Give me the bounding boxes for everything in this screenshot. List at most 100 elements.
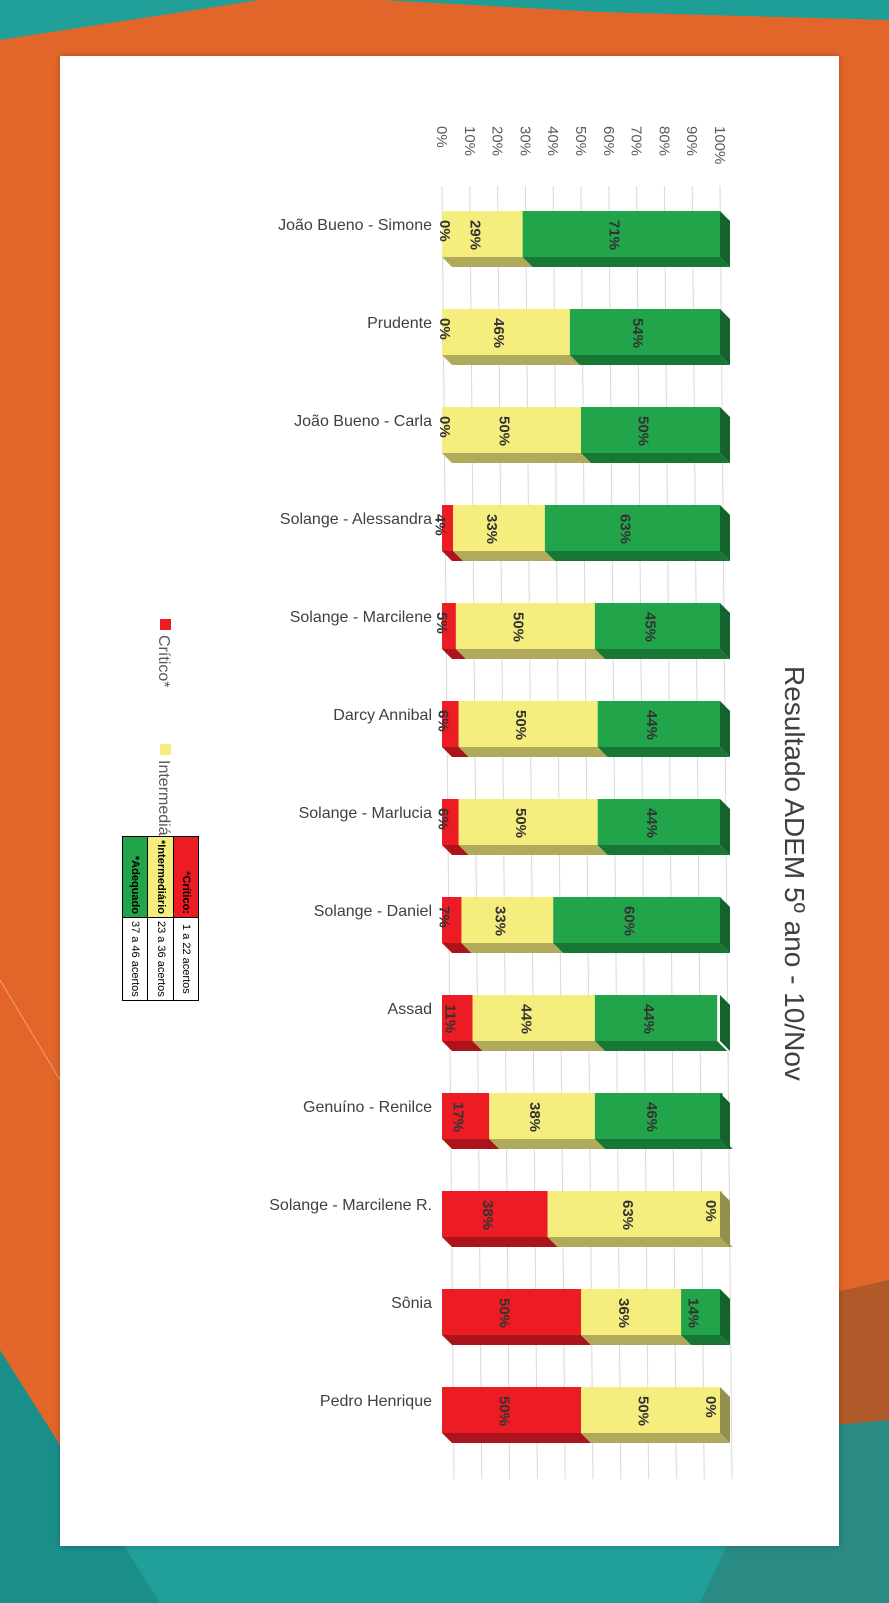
bar-segment-side bbox=[597, 845, 730, 855]
bar-segment bbox=[547, 1191, 723, 1237]
value-tick-label: 90% bbox=[683, 126, 700, 156]
category-label: Sônia bbox=[391, 1295, 432, 1312]
bar-segment-side bbox=[472, 1041, 605, 1051]
category-label: Assad bbox=[388, 1001, 432, 1018]
bar-segment bbox=[569, 309, 720, 355]
bar-segment bbox=[489, 1093, 595, 1139]
bar-end-cap bbox=[720, 1387, 730, 1443]
key-value: 1 a 22 acertos bbox=[173, 917, 199, 1001]
bar-segment-side bbox=[442, 257, 533, 267]
bar-segment-side bbox=[522, 257, 730, 267]
value-tick-label: 40% bbox=[544, 126, 561, 156]
bar-data-label: 0% bbox=[436, 416, 453, 438]
bar-segment-side bbox=[547, 1237, 733, 1247]
bar-data-label: 50% bbox=[635, 416, 652, 446]
bar-segment bbox=[442, 1387, 581, 1433]
bar-segment-side bbox=[442, 355, 580, 365]
key-value: 23 a 36 acertos bbox=[147, 917, 174, 1001]
value-tick-label: 70% bbox=[628, 126, 645, 156]
bar-segment-side bbox=[594, 1139, 733, 1149]
key-value: 37 a 46 acertos bbox=[122, 917, 148, 1001]
bar-data-label: 50% bbox=[509, 612, 526, 642]
key-label: *Adequado bbox=[122, 836, 148, 918]
bar-data-label: 29% bbox=[466, 220, 483, 250]
bar-segment-side bbox=[681, 1335, 730, 1345]
bar-segment bbox=[442, 1289, 581, 1335]
bar-segment bbox=[597, 799, 720, 845]
category-label: Genuíno - Renilce bbox=[303, 1099, 432, 1116]
bar-segment-side bbox=[442, 1139, 500, 1149]
category-label: Prudente bbox=[367, 315, 432, 332]
bar-data-label: 7% bbox=[436, 906, 453, 928]
bar-end-cap bbox=[720, 407, 730, 463]
bar-data-label: 50% bbox=[512, 710, 529, 740]
bar-data-label: 44% bbox=[518, 1004, 535, 1034]
bar-segment-side bbox=[442, 453, 591, 463]
bar-segment bbox=[442, 1093, 490, 1139]
legend-label: Crítico* bbox=[155, 635, 172, 687]
bar-data-label: 11% bbox=[441, 1004, 458, 1033]
chart-panel: 0% 10% 20% 30% 40% 50% 60% 70% 80% 90% 100% 0% 29% 7… bbox=[60, 56, 839, 1546]
bar-data-label: 46% bbox=[643, 1102, 660, 1132]
key-row-critico: *Crítico: 1 a 22 acertos bbox=[173, 836, 199, 1001]
bar-data-label: 0% bbox=[436, 220, 453, 242]
bar-end-cap bbox=[720, 309, 730, 365]
bar-segment-side bbox=[581, 1433, 730, 1443]
category-label: Solange - Daniel bbox=[314, 903, 432, 920]
bar-end-cap bbox=[720, 505, 730, 561]
bar-segment-side bbox=[581, 1335, 692, 1345]
category-label: João Bueno - Simone bbox=[278, 217, 432, 234]
bar-segment-side bbox=[553, 943, 730, 953]
category-label: Solange - Marlucia bbox=[299, 805, 433, 822]
bar-data-label: 50% bbox=[496, 1298, 513, 1328]
value-tick-label: 50% bbox=[572, 126, 589, 156]
bar-segment-side bbox=[594, 649, 730, 659]
bar-segment-side bbox=[489, 1139, 605, 1149]
bar-segment-side bbox=[442, 943, 472, 953]
bar-data-label: 50% bbox=[496, 1396, 513, 1426]
bar-data-label: 17% bbox=[450, 1102, 467, 1132]
bar-segment bbox=[597, 701, 720, 747]
key-row-intermediario: *Intermediário 23 a 36 acertos bbox=[147, 836, 174, 1001]
bar-segment bbox=[442, 897, 462, 943]
bar-data-label: 50% bbox=[635, 1396, 652, 1426]
bar-end-cap bbox=[720, 897, 730, 953]
bar-segment bbox=[442, 211, 523, 257]
bar-segment bbox=[581, 1387, 720, 1433]
value-tick-label: 0% bbox=[433, 126, 450, 148]
value-tick-label: 60% bbox=[600, 126, 617, 156]
value-tick-label: 80% bbox=[655, 126, 672, 156]
value-tick-label: 20% bbox=[489, 126, 506, 156]
bar-end-cap bbox=[720, 1093, 730, 1149]
bar-segment-side bbox=[453, 551, 555, 561]
bar-data-label: 63% bbox=[616, 514, 633, 544]
key-label: *Crítico: bbox=[173, 836, 199, 918]
bar-segment-side bbox=[461, 943, 564, 953]
bar-segment bbox=[442, 995, 473, 1041]
legend-swatch bbox=[160, 619, 171, 630]
bar-end-cap bbox=[720, 603, 730, 659]
bar-segment-side bbox=[594, 1041, 728, 1051]
bar-data-label: 63% bbox=[619, 1200, 636, 1230]
bar-data-label: 0% bbox=[702, 1200, 719, 1222]
bar-end-cap bbox=[720, 701, 730, 757]
bar-segment-side bbox=[455, 649, 605, 659]
bar-segment-side bbox=[442, 1433, 591, 1443]
bar-data-label: 71% bbox=[605, 220, 622, 250]
bar-data-label: 0% bbox=[702, 1396, 719, 1418]
bar-segment bbox=[442, 407, 581, 453]
bar-end-cap bbox=[720, 995, 730, 1051]
bar-data-label: 14% bbox=[685, 1298, 702, 1328]
bar-segment bbox=[581, 407, 720, 453]
bar-segment-side bbox=[597, 747, 730, 757]
bar-segment bbox=[455, 603, 595, 649]
value-tick-label: 10% bbox=[461, 126, 478, 156]
category-label: João Bueno - Carla bbox=[294, 413, 432, 430]
bar-data-label: 0% bbox=[436, 318, 453, 340]
bar-segment-side bbox=[458, 747, 608, 757]
bar-segment bbox=[544, 505, 720, 551]
bar-data-label: 36% bbox=[615, 1298, 632, 1328]
value-tick-label: 100% bbox=[711, 126, 728, 164]
stacked-bar-chart: 0% 10% 20% 30% 40% 50% 60% 70% 80% 90% 100% 0% 29% 7… bbox=[155, 126, 810, 1480]
bar-segment-side bbox=[442, 649, 466, 659]
